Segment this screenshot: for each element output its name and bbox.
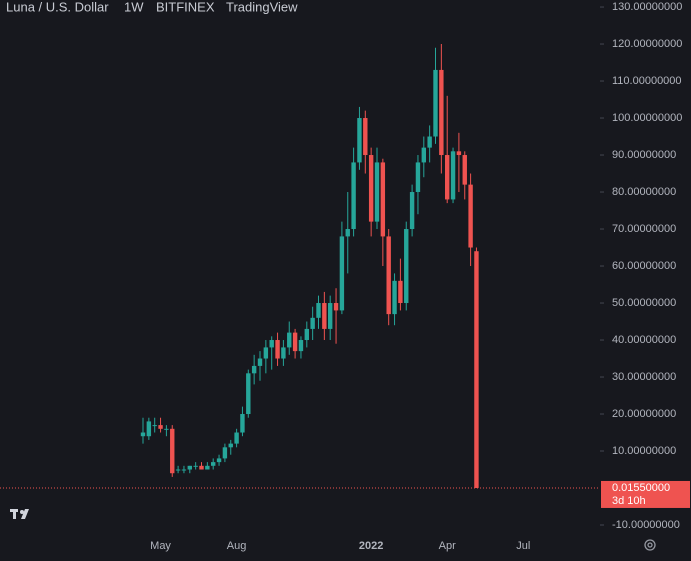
candle-body [199, 465, 204, 470]
candle-body [211, 462, 216, 466]
candle-body [251, 365, 257, 374]
exchange: BITFINEX [156, 0, 215, 14]
y-tick-label: 70.00000000 [612, 223, 676, 235]
y-tick-label: 110.00000000 [612, 75, 682, 87]
y-tick-label: 20.00000000 [612, 408, 676, 420]
y-tick-label: 90.00000000 [612, 149, 676, 161]
x-tick-label: Aug [227, 540, 247, 552]
x-tick-label: 2022 [359, 540, 383, 552]
candle-body [298, 340, 304, 352]
y-tick-label: 80.00000000 [612, 186, 676, 198]
candle-body [275, 340, 280, 359]
last-price-label: 0.01550000 [612, 482, 670, 494]
interval: 1W [124, 0, 144, 14]
countdown: 3d 10h [612, 495, 646, 507]
candle-body [462, 155, 467, 185]
candle-body [450, 151, 456, 200]
y-tick-label: 30.00000000 [612, 371, 676, 383]
y-tick-label: 120.00000000 [612, 38, 682, 50]
candle-body [269, 340, 274, 348]
candle-body [181, 469, 187, 471]
candle-body [345, 229, 350, 237]
y-tick-label: 130.00000000 [612, 1, 682, 13]
candle-body [421, 147, 426, 163]
candle-body [152, 425, 157, 427]
candle-body [328, 303, 333, 329]
candle-body [175, 469, 181, 471]
candle-body [222, 447, 228, 459]
candle-body [374, 162, 380, 222]
candle-body [170, 428, 175, 474]
candle-body [240, 414, 245, 433]
candle-body [409, 192, 415, 230]
candle-body [333, 303, 339, 311]
candle-body [257, 358, 263, 366]
candle-body [140, 432, 146, 437]
x-tick-label: Jul [516, 540, 530, 552]
source: TradingView [226, 0, 298, 14]
symbol: Luna / U.S. Dollar [6, 0, 109, 14]
settings-icon[interactable] [644, 539, 656, 551]
candle-body [234, 432, 239, 444]
candle-body [263, 347, 269, 359]
candle-body [392, 280, 397, 315]
y-tick-label: 40.00000000 [612, 334, 676, 346]
candle-body [363, 118, 368, 156]
x-tick-label: May [150, 540, 171, 552]
last-price-box [601, 480, 690, 508]
y-tick-label: 60.00000000 [612, 260, 676, 272]
candle-body [433, 69, 438, 137]
candle-body [468, 184, 473, 248]
candle-body [380, 162, 386, 237]
candle-body [216, 458, 222, 463]
candle-body [445, 155, 450, 200]
x-tick-label: Apr [439, 540, 456, 552]
candle-body [228, 443, 233, 448]
tv-logo [10, 509, 29, 519]
candle-body [287, 332, 292, 348]
candle-body [439, 69, 444, 156]
candle-body [316, 303, 321, 318]
candle-body [398, 280, 403, 304]
candle-body [146, 421, 152, 437]
candle-body [368, 155, 374, 222]
candle-body [246, 373, 251, 415]
candle-body [187, 465, 192, 470]
candle-body [474, 251, 479, 488]
candle-body [351, 162, 356, 230]
candle-body [292, 332, 298, 352]
candle-body [205, 465, 210, 470]
y-tick-label: 10.00000000 [612, 445, 676, 457]
candle-body [339, 236, 345, 311]
candle-body [310, 317, 315, 329]
candle-body [164, 428, 169, 430]
y-tick-label: -10.00000000 [612, 519, 680, 531]
candle-body [386, 236, 391, 315]
candle-body [158, 425, 163, 429]
candle-body [193, 465, 198, 467]
y-tick-label: 50.00000000 [612, 297, 676, 309]
candle-body [456, 151, 462, 156]
candle-body [404, 229, 409, 304]
candle-body [357, 118, 362, 163]
candle-body [427, 136, 432, 148]
candle-body [281, 347, 286, 359]
candle-body [304, 328, 309, 341]
candle-body [415, 162, 421, 193]
candle-body [322, 303, 327, 329]
y-tick-label: 100.00000000 [612, 112, 682, 124]
